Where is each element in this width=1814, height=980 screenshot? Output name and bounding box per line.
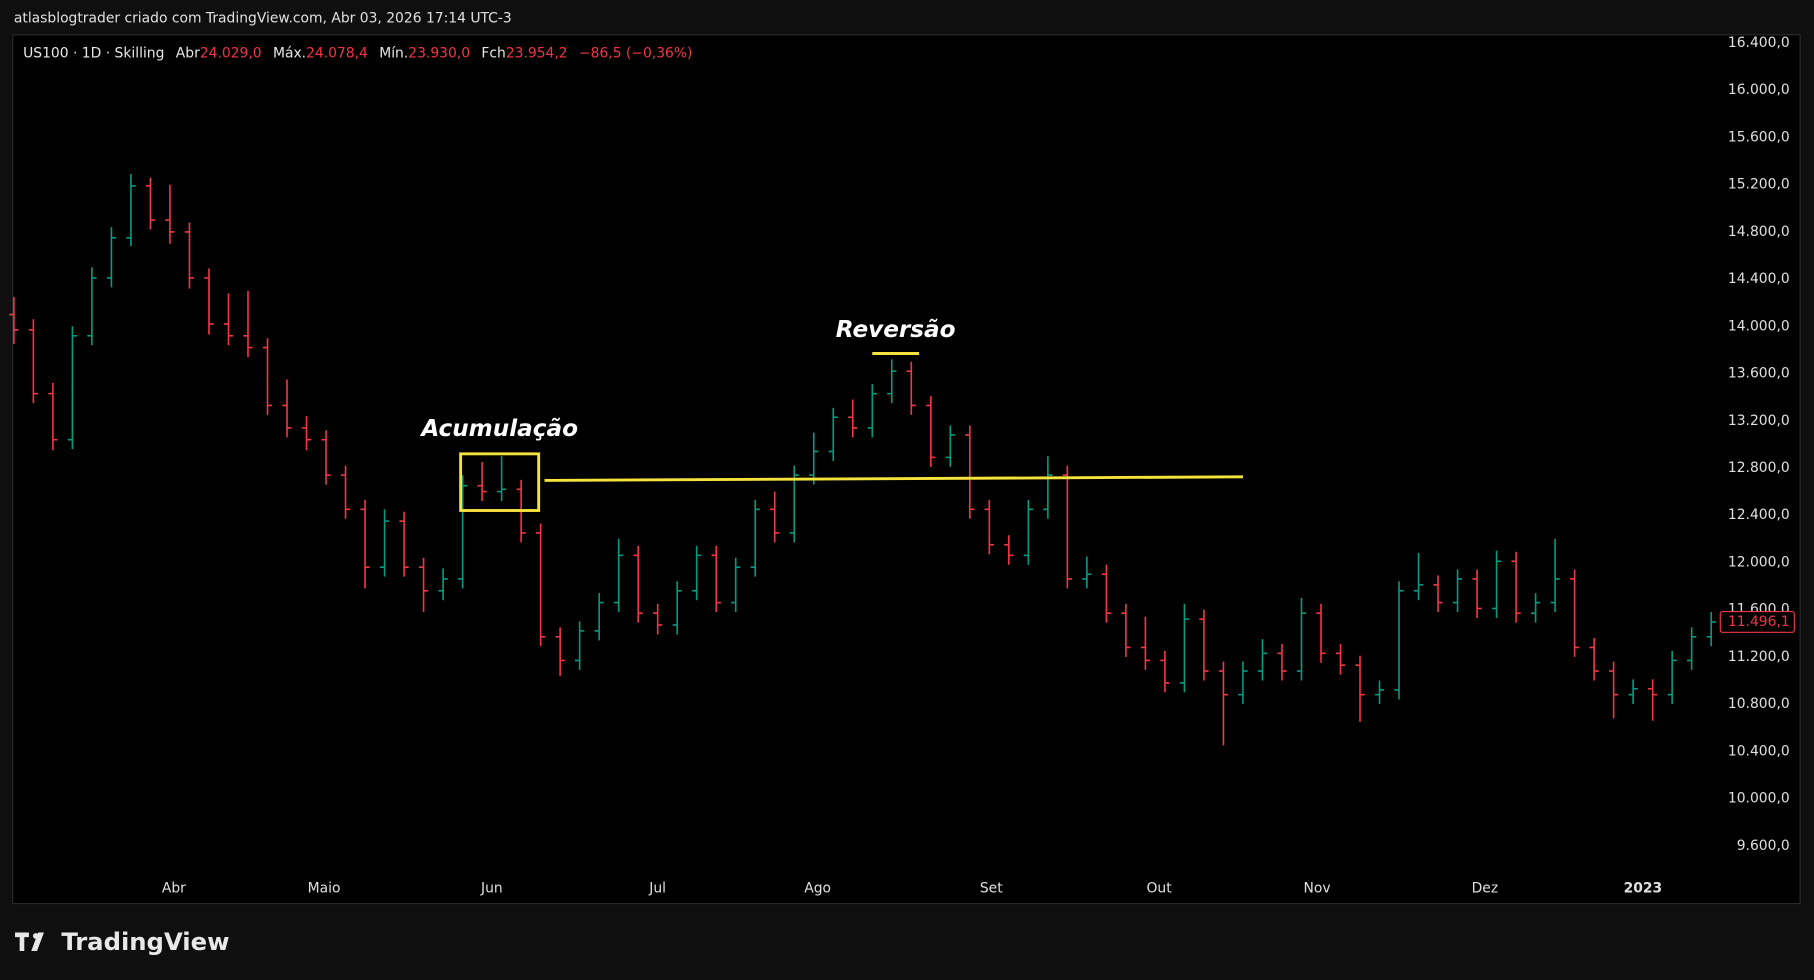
y-tick-label: 15.600,0 [1728,129,1790,145]
x-tick-label: Jun [480,881,503,897]
y-tick-label: 13.200,0 [1728,413,1790,429]
x-tick-label: Set [980,881,1003,897]
ohlc-legend: US100 · 1D · Skilling Abr24.029,0 Máx.24… [23,45,692,61]
plot: 9.600,0 10.000,0 10.400,0 10.800,0 11.200,0 1… [9,35,1795,897]
x-tick-label: Nov [1304,881,1331,897]
legend-change: −86,5 (−0,36%) [579,45,692,61]
y-tick-label: 14.400,0 [1728,271,1790,287]
y-tick-label: 9.600,0 [1737,838,1790,854]
last-price-label: 11.496,1 [1728,614,1790,630]
level-line [544,475,1243,482]
y-tick-label: 16.400,0 [1728,35,1790,51]
legend-value: 23.930,0 [408,45,470,61]
chart-area [12,34,1801,905]
legend-label: Fch [481,45,505,61]
y-tick-label: 10.400,0 [1728,743,1790,759]
y-tick-label: 14.800,0 [1728,224,1790,240]
y-tick-label: 11.200,0 [1728,649,1790,665]
legend-value: 24.078,4 [306,45,368,61]
y-tick-label: 10.800,0 [1728,696,1790,712]
y-tick-label: 14.000,0 [1728,318,1790,334]
y-tick-label: 12.800,0 [1728,460,1790,476]
legend-value: 23.954,2 [506,45,568,61]
y-tick-label: 12.400,0 [1728,507,1790,523]
x-tick-label: Dez [1472,881,1499,897]
legend-label: Mín. [379,45,408,61]
accumulation-box [459,452,541,512]
x-tick-label: 2023 [1624,881,1663,897]
y-tick-label: 16.000,0 [1728,82,1790,98]
x-tick-label: Maio [308,881,341,897]
logo-dot [32,933,39,939]
symbol: US100 · 1D · Skilling [23,45,164,61]
annotation-label: Acumulação [419,416,578,442]
y-tick-label: 12.000,0 [1728,554,1790,570]
brand-logo: TradingView [15,927,230,956]
y-tick-label: 15.200,0 [1728,177,1790,193]
brand-name: TradingView [61,927,229,956]
y-tick-label: 10.000,0 [1728,791,1790,807]
x-tick-label: Jul [648,881,666,897]
legend-value: 24.029,0 [200,45,262,61]
x-tick-label: Out [1146,881,1172,897]
y-tick-label: 13.600,0 [1728,366,1790,382]
legend-label: Máx. [273,45,306,61]
last-price-box [1719,610,1795,633]
x-tick-label: Ago [804,881,831,897]
header-title: atlasblogtrader criado com TradingView.c… [14,11,512,27]
annotation-label: Reversão [836,317,956,343]
legend-label: Abr [176,45,200,61]
x-tick-label: Abr [162,881,186,897]
